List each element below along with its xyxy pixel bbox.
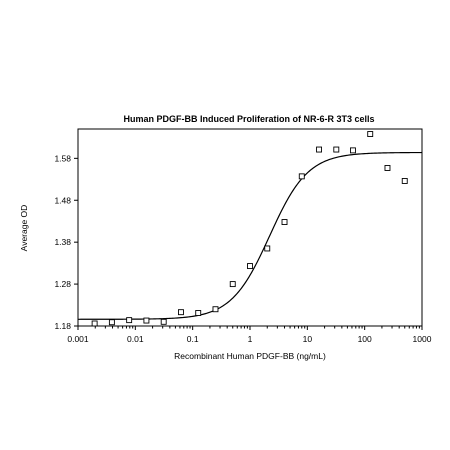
x-axis-ticks: 0.001 0.01 0.1 1 10 100 1000 xyxy=(67,326,432,344)
data-point xyxy=(281,219,288,226)
data-point xyxy=(178,309,184,316)
y-tick-label: 1.58 xyxy=(54,153,71,163)
fit-curve xyxy=(78,151,423,320)
data-point xyxy=(229,281,236,288)
x-tick-label: 1000 xyxy=(413,334,432,344)
data-point xyxy=(91,320,98,327)
y-tick-label: 1.38 xyxy=(54,237,71,247)
data-point xyxy=(247,263,253,270)
data-point xyxy=(108,319,115,326)
data-point xyxy=(126,317,133,324)
data-point xyxy=(401,178,408,184)
data-point xyxy=(212,306,219,313)
data-point xyxy=(316,146,322,153)
plot-frame xyxy=(77,128,423,327)
data-point xyxy=(350,147,356,154)
chart-title: Human PDGF-BB Induced Proliferation of N… xyxy=(123,114,374,124)
data-points xyxy=(91,131,408,327)
data-point xyxy=(298,173,305,180)
x-axis-title: Recombinant Human PDGF-BB (ng/mL) xyxy=(174,351,326,361)
data-point xyxy=(367,131,374,137)
x-tick-label: 0.01 xyxy=(127,334,144,344)
x-tick-label: 0.001 xyxy=(67,334,89,344)
x-tick-label: 10 xyxy=(303,334,313,344)
data-point xyxy=(160,318,167,325)
x-tick-label: 1 xyxy=(248,334,253,344)
y-tick-label: 1.48 xyxy=(54,195,71,205)
y-tick-label: 1.28 xyxy=(54,279,71,289)
x-tick-label: 100 xyxy=(358,334,372,344)
data-point xyxy=(143,317,150,324)
data-point xyxy=(195,310,202,316)
y-axis-title: Average OD xyxy=(19,205,29,252)
y-tick-label: 1.18 xyxy=(54,321,71,331)
x-tick-label: 0.1 xyxy=(187,334,199,344)
data-point xyxy=(384,165,391,171)
y-axis-ticks: 1.18 1.28 1.38 1.48 1.58 xyxy=(54,153,78,331)
data-point xyxy=(264,245,271,252)
data-point xyxy=(333,146,340,153)
